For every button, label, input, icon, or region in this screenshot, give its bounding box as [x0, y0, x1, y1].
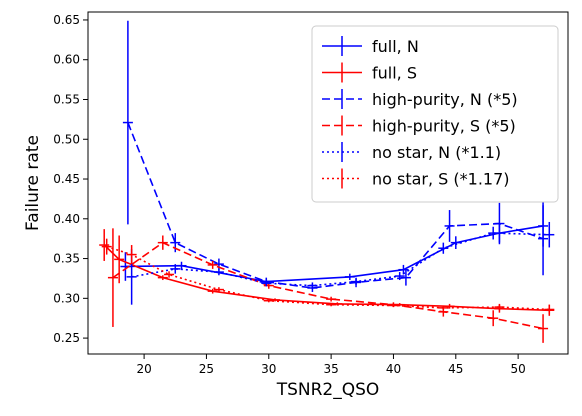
y-tick-label: 0.30: [53, 291, 80, 305]
legend-box: [311, 25, 559, 203]
x-tick-label: 50: [510, 362, 525, 376]
plot-frame: [87, 11, 569, 355]
series-4: [126, 221, 555, 305]
legend-label: high-purity, N (*5): [372, 90, 518, 109]
x-tick-label: 45: [448, 362, 463, 376]
y-tick-label: 0.60: [53, 53, 80, 67]
legend-label: full, S: [372, 64, 417, 83]
series-line: [127, 122, 544, 289]
x-tick-label: 20: [136, 362, 151, 376]
y-tick-label: 0.55: [53, 92, 80, 106]
series-5: [101, 238, 555, 315]
y-tick-label: 0.50: [53, 132, 80, 146]
series-1: [99, 229, 555, 316]
y-tick-label: 0.65: [53, 13, 80, 27]
x-tick-label: 40: [386, 362, 401, 376]
y-tick-label: 0.40: [53, 212, 80, 226]
x-tick-label: 30: [261, 362, 276, 376]
legend: full, N full, S high-purity, N (*5) high-pu…: [311, 25, 559, 203]
x-tick-label: 25: [199, 362, 214, 376]
series-line: [131, 232, 550, 287]
series-line: [125, 225, 544, 283]
y-tick-label: 0.35: [53, 252, 80, 266]
series-0: [120, 205, 549, 285]
legend-label: full, N: [372, 37, 419, 56]
series-line: [112, 241, 544, 330]
x-axis-label: TSNR2_QSO: [276, 380, 380, 400]
legend-label: no star, N (*1.1): [372, 143, 501, 162]
legend-label: no star, S (*1.17): [372, 170, 510, 189]
series-3: [107, 228, 549, 343]
y-tick-label: 0.45: [53, 172, 80, 186]
x-tick-label: 35: [323, 362, 338, 376]
y-tick-label: 0.25: [53, 331, 80, 345]
plot-layer: [99, 20, 555, 343]
series-line: [103, 244, 550, 312]
y-axis: 0.25 0.30 0.35 0.40 0.45 0.50 0.55 0.60 0.65: [53, 13, 88, 345]
legend-label: high-purity, S (*5): [372, 117, 516, 136]
y-axis-label: Failure rate: [23, 135, 43, 231]
x-axis: 20 25 30 35 40 45 50: [136, 354, 526, 376]
